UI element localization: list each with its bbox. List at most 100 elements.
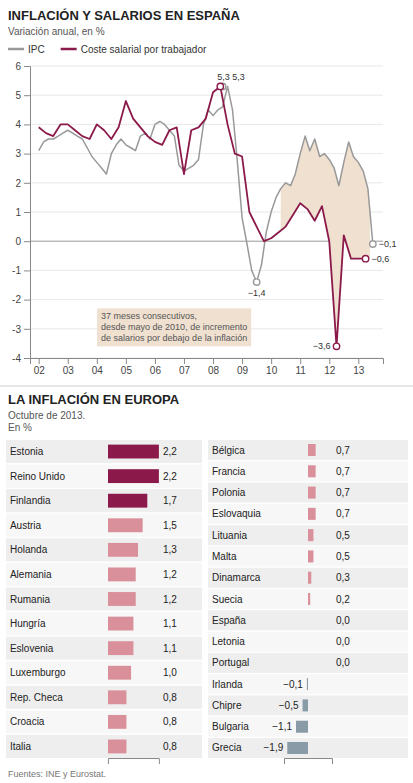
category-label: Malta <box>212 551 237 562</box>
data-label: 1,1 <box>163 643 177 654</box>
legend-label: IPC <box>28 44 45 55</box>
row-stripe <box>6 661 202 684</box>
tick: 2 <box>15 178 30 189</box>
bar <box>308 529 313 541</box>
bar <box>308 572 311 584</box>
tick-label: -4 <box>12 353 21 364</box>
bar <box>308 636 309 648</box>
bar <box>108 445 159 459</box>
bar <box>308 614 309 626</box>
data-label: −1,1 <box>272 721 292 732</box>
data-label: 0,8 <box>163 692 177 703</box>
category-label: Suecia <box>212 594 243 605</box>
data-label: 0,7 <box>336 508 350 519</box>
tick-label: 13 <box>353 365 365 376</box>
tick-mark <box>242 358 243 364</box>
tick-mark <box>24 329 30 330</box>
tick-mark <box>184 358 185 364</box>
bar <box>108 666 131 680</box>
shade-label: 37 meses consecutivos,desde mayo de 2010… <box>97 308 251 346</box>
data-label: 0,8 <box>163 716 177 727</box>
tick-mark <box>126 358 127 364</box>
shade-label-line: de salarios por debajo de la inflación <box>101 333 247 343</box>
axis-line <box>24 67 31 359</box>
data-label: 0,7 <box>336 466 350 477</box>
data-label: 1,3 <box>163 544 177 555</box>
data-label: 1,2 <box>163 569 177 580</box>
data-label: 0,3 <box>336 572 350 583</box>
tick: 0 <box>15 236 30 247</box>
tick-label: 09 <box>237 365 249 376</box>
shade-label-text: 37 meses consecutivos,desde mayo de 2010… <box>101 311 247 343</box>
row-stripe <box>208 695 408 715</box>
tick-mark <box>24 358 30 359</box>
category-label: Francia <box>212 466 246 477</box>
tick: 1 <box>15 207 30 218</box>
row-stripe <box>208 483 408 503</box>
category-label: Dinamarca <box>212 572 261 583</box>
category-label: Holanda <box>10 544 48 555</box>
tick: 07 <box>179 358 191 376</box>
bar <box>308 657 309 669</box>
row-stripe <box>6 465 202 488</box>
plot-area <box>39 86 373 346</box>
tick: 02 <box>34 358 46 376</box>
row-stripe <box>208 504 408 524</box>
category-label: Polonia <box>212 487 246 498</box>
legend-item: Coste salarial por trabajador <box>61 44 207 55</box>
shade-label-box <box>97 308 251 346</box>
legend-swatch <box>61 48 77 51</box>
category-label: Austria <box>10 520 42 531</box>
category-label: Hungría <box>10 618 46 629</box>
row-stripe <box>208 674 408 694</box>
subtitle: Octubre de 2013. <box>8 410 85 421</box>
data-label: 0,2 <box>336 594 350 605</box>
bar <box>108 592 136 606</box>
tick-label: 07 <box>179 365 191 376</box>
shade-label-line: 37 meses consecutivos, <box>101 311 197 321</box>
row-stripe <box>208 610 408 630</box>
tick-mark <box>97 358 98 364</box>
bar <box>108 518 143 532</box>
subtitle: Variación anual, en % <box>8 26 105 37</box>
bar-panel: Bélgica0,7Francia0,7Polonia0,7Eslovaquia… <box>208 440 408 764</box>
legend-swatch <box>8 48 24 51</box>
tick-label: 12 <box>324 365 336 376</box>
tick-mark <box>213 358 214 364</box>
category-label: España <box>212 615 246 626</box>
category-label: Bulgaria <box>212 721 249 732</box>
tick-mark <box>271 358 272 364</box>
axis-line <box>108 759 159 765</box>
row-stripe <box>6 587 202 610</box>
axis <box>285 759 333 765</box>
bar <box>308 487 316 499</box>
row-stripe <box>208 440 408 460</box>
subtitle: En % <box>8 422 32 433</box>
tick-mark <box>24 270 30 271</box>
data-label: 0,0 <box>336 657 350 668</box>
axis <box>108 759 159 765</box>
tick-mark <box>24 183 30 184</box>
bar <box>108 543 138 557</box>
bar <box>108 641 133 655</box>
grid <box>30 66 383 358</box>
data-label: 2,2 <box>163 446 177 457</box>
tick-label: 06 <box>150 365 162 376</box>
category-label: Eslovaquia <box>212 508 261 519</box>
tick-mark <box>24 124 30 125</box>
tick: -3 <box>12 324 30 335</box>
annotation-label: −3,6 <box>313 341 331 351</box>
tick-label: 02 <box>34 365 46 376</box>
bar <box>308 465 316 477</box>
shade-label-line: desde mayo de 2010, de incremento <box>101 322 247 332</box>
legend: IPC Coste salarial por trabajador <box>8 44 207 55</box>
tick: 13 <box>353 358 365 376</box>
data-label: 1,7 <box>163 495 177 506</box>
bars <box>108 445 159 754</box>
tick: 5 <box>15 90 30 101</box>
bar <box>308 593 310 605</box>
tick-label: -3 <box>12 324 21 335</box>
tick-label: 08 <box>208 365 220 376</box>
category-label: Letonia <box>212 636 245 647</box>
tick-mark <box>358 358 359 364</box>
